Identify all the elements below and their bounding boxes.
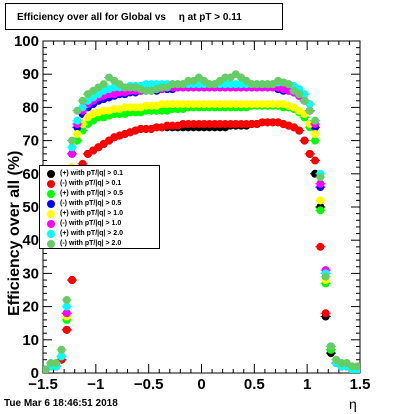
legend-entry: (-) with pT/|q| > 0.1 xyxy=(42,179,160,189)
series-8 xyxy=(43,70,360,373)
legend-marker xyxy=(47,170,55,178)
legend-marker xyxy=(47,200,55,208)
chart-legend: (+) with pT/|q| > 0.1 (-) with pT/|q| > 0… xyxy=(39,165,160,249)
timestamp: Tue Mar 6 18:46:51 2018 xyxy=(4,398,118,409)
data-point xyxy=(62,309,71,318)
chart-title: Efficiency over all for Global vs η at p… xyxy=(5,3,283,30)
y-tick-label: 80 xyxy=(22,99,39,116)
legend-entry: (-) with pT/|q| > 1.0 xyxy=(42,219,160,229)
y-tick-label: 0 xyxy=(31,365,39,382)
data-point xyxy=(316,173,325,182)
data-point xyxy=(62,302,71,311)
legend-marker xyxy=(47,180,55,188)
chart-title-main: Efficiency over all for Global vs xyxy=(17,12,166,23)
data-points-clipped xyxy=(43,70,360,373)
chart-title-cut: η at pT > 0.11 xyxy=(178,12,242,23)
data-point xyxy=(52,359,61,368)
legend-label: (-) with pT/|q| > 0.5 xyxy=(60,200,122,207)
data-point xyxy=(311,136,320,145)
data-point xyxy=(321,309,330,318)
data-point xyxy=(300,96,309,105)
data-point xyxy=(284,80,293,89)
data-point xyxy=(68,149,77,158)
y-tick-label: 60 xyxy=(22,166,39,183)
data-point xyxy=(43,365,50,373)
x-axis-ticks: −1.5 −1 −0.5 0 0.5 1 1.5 xyxy=(28,41,370,393)
data-point xyxy=(99,80,108,89)
data-point xyxy=(316,196,325,205)
y-tick-label: 90 xyxy=(22,66,39,83)
data-point xyxy=(78,96,87,105)
data-point xyxy=(311,156,320,165)
data-point xyxy=(316,179,325,188)
data-point xyxy=(316,206,325,215)
data-point xyxy=(305,106,314,115)
legend-entry: (+) with pT/|q| > 2.0 xyxy=(42,229,160,239)
x-tick-label: 1 xyxy=(303,376,311,393)
data-point xyxy=(73,116,82,125)
data-point xyxy=(68,276,77,285)
data-point xyxy=(68,143,77,152)
y-tick-label: 40 xyxy=(22,232,39,249)
data-point xyxy=(353,362,360,371)
legend-label: (-) with pT/|q| > 2.0 xyxy=(60,240,122,247)
data-point xyxy=(62,295,71,304)
data-point xyxy=(311,129,320,138)
data-point xyxy=(62,325,71,334)
y-tick-label: 70 xyxy=(22,133,39,150)
data-points xyxy=(43,70,360,373)
data-point xyxy=(295,126,304,135)
legend-entry: (-) with pT/|q| > 2.0 xyxy=(42,239,160,249)
legend-entry: (-) with pT/|q| > 0.5 xyxy=(42,199,160,209)
x-tick-label: 0 xyxy=(197,376,205,393)
legend-marker xyxy=(47,210,55,218)
x-tick-label: −1.5 xyxy=(28,376,58,393)
x-tick-label: −0.5 xyxy=(134,376,164,393)
legend-marker xyxy=(47,230,55,238)
data-point xyxy=(311,116,320,125)
y-axis-label: Efficiency over all (%) xyxy=(6,150,23,316)
legend-label: (+) with pT/|q| > 1.0 xyxy=(60,210,124,217)
legend-marker xyxy=(47,240,55,248)
y-tick-label: 10 xyxy=(22,332,39,349)
y-tick-label: 50 xyxy=(22,199,39,216)
data-point xyxy=(57,345,66,354)
legend-entry: (+) with pT/|q| > 0.1 xyxy=(42,169,160,179)
data-point xyxy=(321,272,330,281)
data-point xyxy=(295,90,304,99)
legend-entry: (+) with pT/|q| > 0.5 xyxy=(42,189,160,199)
data-point xyxy=(57,352,66,361)
legend-marker xyxy=(47,190,55,198)
x-tick-label: −1 xyxy=(87,376,104,393)
data-point xyxy=(305,149,314,158)
legend-label: (+) with pT/|q| > 0.5 xyxy=(60,190,124,197)
legend-label: (-) with pT/|q| > 1.0 xyxy=(60,220,122,227)
y-tick-label: 100 xyxy=(14,33,39,50)
data-point xyxy=(68,136,77,145)
legend-label: (+) with pT/|q| > 2.0 xyxy=(60,230,124,237)
x-axis-label: η xyxy=(349,396,357,412)
y-tick-label: 20 xyxy=(22,299,39,316)
data-point xyxy=(73,106,82,115)
y-tick-label: 30 xyxy=(22,265,39,282)
x-tick-label: 1.5 xyxy=(350,376,371,393)
legend-label: (+) with pT/|q| > 0.1 xyxy=(60,170,124,177)
data-point xyxy=(316,242,325,251)
data-point xyxy=(326,342,335,351)
data-point xyxy=(73,129,82,138)
legend-marker xyxy=(47,220,55,228)
x-tick-label: 0.5 xyxy=(244,376,265,393)
legend-entry: (+) with pT/|q| > 1.0 xyxy=(42,209,160,219)
legend-label: (-) with pT/|q| > 0.1 xyxy=(60,180,122,187)
data-point xyxy=(300,136,309,145)
